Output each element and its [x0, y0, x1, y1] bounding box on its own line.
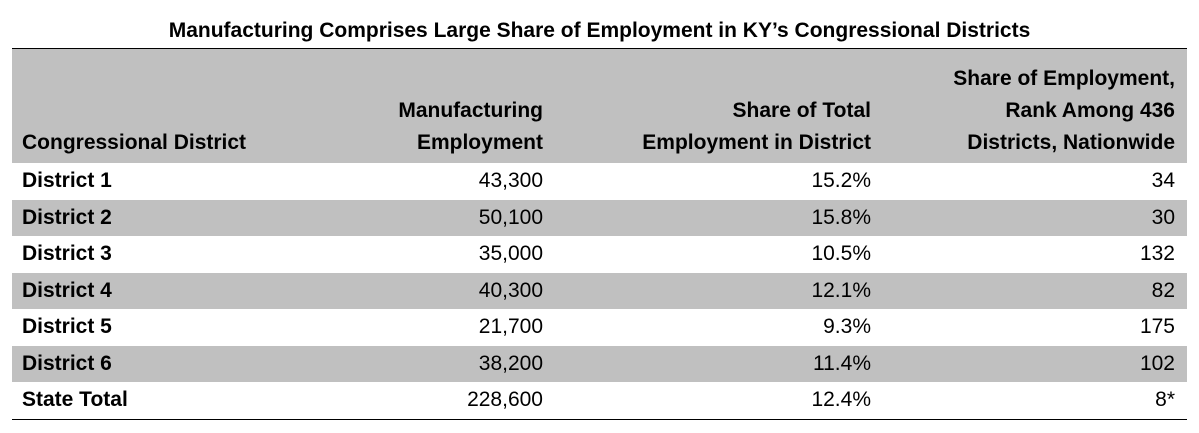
row-label: District 5	[22, 315, 112, 339]
table-row: District 3 35,000 10.5% 132	[12, 236, 1187, 273]
cell: 34	[1151, 169, 1175, 193]
cell: 21,700	[478, 315, 543, 339]
cell: 15.2%	[811, 169, 871, 193]
row-label: District 4	[12, 272, 312, 309]
cell: 9.3%	[823, 315, 871, 339]
row-label: State Total	[12, 382, 312, 420]
cell: 38,200	[312, 345, 555, 382]
header-line: Share of Employment,	[953, 67, 1175, 90]
cell: 175	[1139, 315, 1175, 339]
cell: 132	[1139, 242, 1175, 266]
header-line: Manufacturing	[398, 99, 543, 122]
row-label: District 3	[22, 242, 112, 266]
column-header: Manufacturing Employment	[312, 49, 555, 163]
cell: 43,300	[478, 169, 543, 193]
header-line: Employment	[416, 131, 543, 154]
cell: 30	[883, 199, 1187, 236]
header-line: Districts, Nationwide	[967, 131, 1175, 154]
table-row: District 5 21,700 9.3% 175	[12, 309, 1187, 346]
cell: 12.1%	[555, 272, 883, 309]
header-line: Employment in District	[642, 131, 871, 154]
cell: 40,300	[312, 272, 555, 309]
cell: 15.8%	[555, 199, 883, 236]
cell: 12.4%	[555, 382, 883, 420]
table-body: District 1 43,300 15.2% 34 District 2 50,100 1…	[12, 163, 1187, 420]
cell: 35,000	[478, 242, 543, 266]
table: Congressional District Manufacturing Emplo…	[12, 49, 1187, 420]
cell: 102	[883, 345, 1187, 382]
table-row: State Total 228,600 12.4% 8*	[12, 382, 1187, 420]
cell: 8*	[883, 382, 1187, 420]
header-line: Rank Among 436	[1005, 99, 1175, 122]
row-label: District 6	[12, 345, 312, 382]
row-label: District 2	[12, 199, 312, 236]
column-header: Share of Total Employment in District	[555, 49, 883, 163]
column-header: Share of Employment, Rank Among 436 Distri…	[883, 49, 1187, 163]
cell: 11.4%	[555, 345, 883, 382]
row-label: District 1	[22, 169, 112, 193]
table-title: Manufacturing Comprises Large Share of E…	[12, 14, 1187, 49]
table-row: District 1 43,300 15.2% 34	[12, 163, 1187, 200]
cell: 82	[883, 272, 1187, 309]
table-row: District 4 40,300 12.1% 82	[12, 272, 1187, 309]
cell: 228,600	[312, 382, 555, 420]
table-row: District 6 38,200 11.4% 102	[12, 345, 1187, 382]
table-container: Manufacturing Comprises Large Share of E…	[12, 14, 1187, 420]
header-line: Share of Total	[732, 99, 871, 122]
table-row: District 2 50,100 15.8% 30	[12, 199, 1187, 236]
column-header: Congressional District	[12, 49, 312, 163]
header-row: Congressional District Manufacturing Emplo…	[12, 49, 1187, 163]
cell: 50,100	[312, 199, 555, 236]
header-line: Congressional District	[22, 131, 247, 154]
cell: 10.5%	[811, 242, 871, 266]
